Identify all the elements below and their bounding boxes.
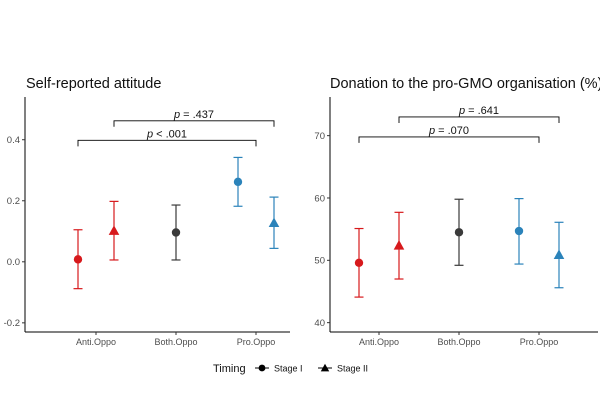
legend-label: Stage II <box>337 364 368 374</box>
significance-label: p < .001 <box>146 128 187 140</box>
x-tick-label: Both.Oppo <box>154 337 197 347</box>
legend-label: Stage I <box>274 364 303 374</box>
panel-title: Donation to the pro-GMO organisation (%) <box>330 76 600 92</box>
data-point-anti-oppo-circle <box>354 227 364 298</box>
panel-title: Self-reported attitude <box>26 76 161 92</box>
y-tick-label: 40 <box>314 318 325 329</box>
legend: Timing Stage I Stage II <box>213 363 368 375</box>
triangle-marker <box>553 249 565 259</box>
triangle-legend-icon <box>320 363 330 372</box>
y-tick-label: 70 <box>314 131 325 142</box>
x-tick-label: Both.Oppo <box>437 337 480 347</box>
circle-marker <box>233 177 243 187</box>
data-point-anti-oppo-circle <box>73 229 83 290</box>
data-point-both-oppo-circle <box>454 198 464 266</box>
y-tick-label: 0.0 <box>7 257 20 268</box>
significance-bracket <box>358 136 540 143</box>
legend-title: Timing <box>213 363 246 375</box>
data-point-pro-oppo-circle <box>514 198 524 265</box>
triangle-marker <box>108 225 120 235</box>
data-point-pro-oppo-circle <box>233 156 243 207</box>
data-point-anti-oppo-triangle <box>108 200 120 261</box>
y-tick-label: 50 <box>314 256 325 267</box>
triangle-marker <box>393 240 405 250</box>
significance-bracket <box>113 120 275 127</box>
circle-marker <box>454 228 464 237</box>
x-tick-label: Pro.Oppo <box>237 337 276 347</box>
circle-marker <box>514 226 524 236</box>
x-tick-label: Anti.Oppo <box>76 337 116 347</box>
circle-legend-icon <box>258 364 266 372</box>
y-tick-label: 0.2 <box>7 196 20 207</box>
data-point-pro-oppo-triangle <box>553 221 565 289</box>
data-point-both-oppo-circle <box>171 204 181 261</box>
y-tick-label: 60 <box>314 193 325 204</box>
data-point-anti-oppo-triangle <box>393 211 405 280</box>
significance-label: p = .070 <box>428 125 469 137</box>
y-tick-label: -0.2 <box>4 318 20 329</box>
circle-marker <box>73 255 83 264</box>
significance-bracket <box>398 116 560 123</box>
triangle-marker <box>268 217 280 227</box>
panel-2: Donation to the pro-GMO organisation (%)… <box>314 76 600 347</box>
x-tick-label: Anti.Oppo <box>359 337 399 347</box>
significance-bracket <box>77 139 257 147</box>
panel-1: Self-reported attitude -0.2 0.0 0.2 0.4 Anti.… <box>4 76 290 347</box>
circle-marker <box>354 258 364 268</box>
y-tick-label: 0.4 <box>7 135 20 146</box>
circle-marker <box>171 228 181 237</box>
significance-label: p = .437 <box>173 109 214 121</box>
significance-label: p = .641 <box>458 105 499 117</box>
x-tick-label: Pro.Oppo <box>520 337 559 347</box>
data-point-pro-oppo-triangle <box>268 196 280 249</box>
